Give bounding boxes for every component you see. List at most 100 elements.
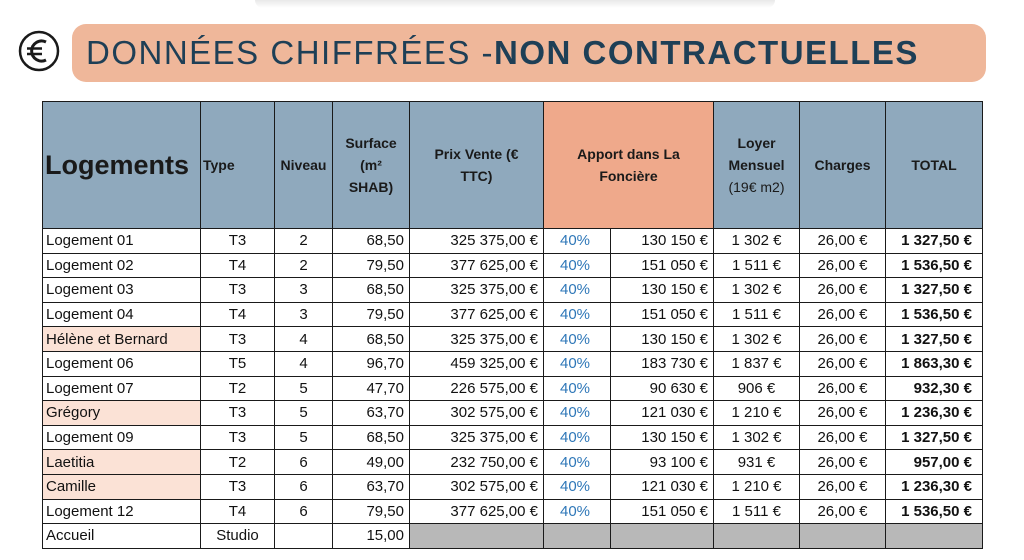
cell-apport: 151 050 €	[610, 301, 714, 328]
cell-empty	[799, 523, 886, 549]
cell-empty	[409, 523, 544, 549]
cell-niveau: 3	[274, 277, 333, 303]
header-row: Logements Type Niveau Surface (m² SHAB) …	[42, 101, 983, 229]
cell-total: 957,00 €	[885, 449, 983, 475]
cell-apport: 130 150 €	[610, 424, 714, 451]
cell-apport-pct: 40%	[543, 424, 611, 451]
cell-loyer: 931 €	[713, 449, 800, 475]
cell-niveau: 6	[274, 473, 333, 500]
cell-apport-pct: 40%	[543, 449, 611, 475]
cell-apport-pct: 40%	[543, 277, 611, 303]
table-row: Logement 04 T4 3 79,50 377 625,00 €40% 151 05…	[42, 301, 983, 328]
cell-loyer: 1 210 €	[713, 473, 800, 500]
cell-charges: 26,00 €	[799, 449, 886, 475]
cell-prix: 325 375,00 €	[409, 424, 544, 451]
cell-loyer: 1 837 €	[713, 350, 800, 377]
cell-surface: 15,00	[332, 523, 410, 549]
header-logements: Logements	[42, 101, 201, 229]
header-surface: Surface (m² SHAB)	[332, 101, 410, 229]
cell-charges: 26,00 €	[799, 424, 886, 451]
cell-apport-pct: 40%	[543, 326, 611, 352]
cell-logement: Accueil	[42, 523, 201, 549]
cell-prix: 325 375,00 €	[409, 228, 544, 254]
cell-surface: 63,70	[332, 400, 410, 426]
cell-logement: Logement 02	[42, 252, 201, 279]
cell-total: 1 327,50 €	[885, 424, 983, 451]
cell-prix: 325 375,00 €	[409, 326, 544, 352]
cell-type: T5	[200, 350, 275, 377]
cell-apport: 130 150 €	[610, 326, 714, 352]
cell-niveau: 4	[274, 326, 333, 352]
cell-niveau: 6	[274, 449, 333, 475]
title-bold: NON CONTRACTUELLES	[494, 34, 919, 71]
table-row-accueil: Accueil Studio 15,00	[42, 523, 983, 549]
cell-prix: 377 625,00 €	[409, 252, 544, 279]
cell-prix: 377 625,00 €	[409, 498, 544, 525]
cell-prix: 459 325,00 €	[409, 350, 544, 377]
header-type: Type	[200, 101, 275, 229]
cell-total: 932,30 €	[885, 375, 983, 402]
table-row: Logement 06 T5 4 96,70 459 325,00 €40% 183 73…	[42, 350, 983, 377]
cell-surface: 68,50	[332, 228, 410, 254]
cell-charges: 26,00 €	[799, 228, 886, 254]
cell-total: 1 327,50 €	[885, 277, 983, 303]
top-shadow	[255, 0, 775, 8]
cell-loyer: 1 302 €	[713, 277, 800, 303]
cell-logement: Hélène et Bernard	[42, 326, 201, 352]
cell-type: T4	[200, 498, 275, 525]
cell-niveau: 2	[274, 228, 333, 254]
cell-type: T3	[200, 228, 275, 254]
cell-logement: Grégory	[42, 400, 201, 426]
cell-type: T3	[200, 424, 275, 451]
cell-type: T4	[200, 301, 275, 328]
page-title-banner: DONNÉES CHIFFRÉES - NON CONTRACTUELLES	[72, 24, 986, 82]
cell-surface: 68,50	[332, 277, 410, 303]
cell-total: 1 327,50 €	[885, 228, 983, 254]
cell-empty	[885, 523, 983, 549]
cell-surface: 96,70	[332, 350, 410, 377]
cell-prix: 302 575,00 €	[409, 400, 544, 426]
cell-niveau: 5	[274, 400, 333, 426]
cell-charges: 26,00 €	[799, 326, 886, 352]
cell-niveau: 5	[274, 375, 333, 402]
cell-charges: 26,00 €	[799, 301, 886, 328]
header-prix: Prix Vente (€ TTC)	[409, 101, 544, 229]
cell-logement: Logement 07	[42, 375, 201, 402]
cell-surface: 68,50	[332, 326, 410, 352]
cell-surface: 47,70	[332, 375, 410, 402]
table-row: Logement 01 T3 2 68,50 325 375,00 €40% 130 15…	[42, 228, 983, 254]
table-row: Logement 03 T3 3 68,50 325 375,00 €40% 130 15…	[42, 277, 983, 303]
cell-type: T3	[200, 400, 275, 426]
cell-empty	[713, 523, 800, 549]
cell-niveau: 3	[274, 301, 333, 328]
header-apport: Apport dans La Foncière	[543, 101, 714, 229]
cell-loyer: 1 511 €	[713, 252, 800, 279]
cell-prix: 377 625,00 €	[409, 301, 544, 328]
cell-type: Studio	[200, 523, 275, 549]
cell-apport: 121 030 €	[610, 400, 714, 426]
cell-total: 1 536,50 €	[885, 301, 983, 328]
table-row: Camille T3 6 63,70 302 575,00 €40% 121 030 €1…	[42, 473, 983, 500]
cell-apport-pct: 40%	[543, 375, 611, 402]
cell-charges: 26,00 €	[799, 375, 886, 402]
cell-loyer: 1 302 €	[713, 228, 800, 254]
table-row: Logement 07 T2 5 47,70 226 575,00 €40% 90 630…	[42, 375, 983, 402]
cell-loyer: 1 302 €	[713, 424, 800, 451]
cell-charges: 26,00 €	[799, 400, 886, 426]
cell-apport: 121 030 €	[610, 473, 714, 500]
cell-type: T2	[200, 449, 275, 475]
cell-niveau	[274, 523, 333, 549]
cell-prix: 325 375,00 €	[409, 277, 544, 303]
cell-total: 1 236,30 €	[885, 473, 983, 500]
table-row: Grégory T3 5 63,70 302 575,00 €40% 121 030 €1…	[42, 400, 983, 426]
cell-loyer: 906 €	[713, 375, 800, 402]
cell-type: T3	[200, 326, 275, 352]
cell-apport-pct: 40%	[543, 252, 611, 279]
cell-niveau: 6	[274, 498, 333, 525]
euro-icon	[18, 30, 60, 72]
cell-empty	[543, 523, 611, 549]
cell-type: T4	[200, 252, 275, 279]
cell-loyer: 1 210 €	[713, 400, 800, 426]
cell-total: 1 327,50 €	[885, 326, 983, 352]
cell-apport-pct: 40%	[543, 400, 611, 426]
